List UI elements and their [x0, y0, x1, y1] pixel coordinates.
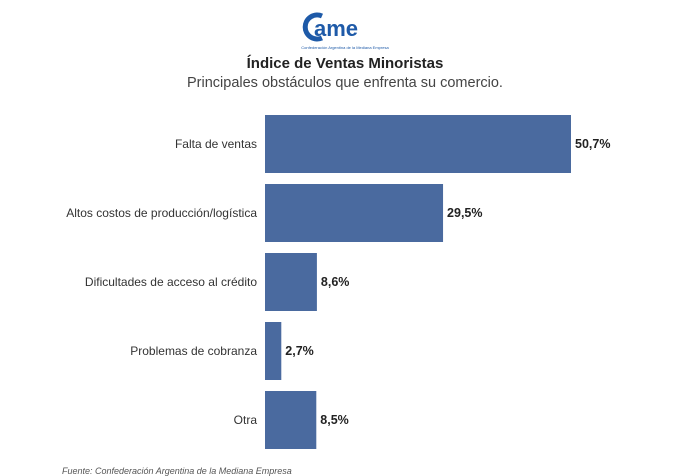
- value-label-dificultades-de-acceso-al-credito: 8,6%: [321, 275, 350, 289]
- category-label-altos-costos-de-produccion-logistica: Altos costos de producción/logística: [66, 206, 257, 220]
- value-label-problemas-de-cobranza: 2,7%: [285, 344, 314, 358]
- bar-dificultades-de-acceso-al-credito: [265, 253, 317, 311]
- category-label-problemas-de-cobranza: Problemas de cobranza: [130, 344, 257, 358]
- category-label-dificultades-de-acceso-al-credito: Dificultades de acceso al crédito: [85, 275, 257, 289]
- bar-otra: [265, 391, 317, 449]
- value-label-falta-de-ventas: 50,7%: [575, 137, 610, 151]
- came-logo-mark: ame: [302, 12, 358, 42]
- chart-title: Índice de Ventas Minoristas: [246, 55, 444, 72]
- category-label-otra: Otra: [234, 413, 258, 427]
- chart-subtitle: Principales obstáculos que enfrenta su c…: [187, 75, 503, 91]
- came-logo: ame Confederación Argentina de la Median…: [0, 12, 690, 54]
- logo-tagline: Confederación Argentina de la Mediana Em…: [301, 45, 389, 50]
- source-note: Fuente: Confederación Argentina de la Me…: [62, 466, 292, 476]
- bar-problemas-de-cobranza: [265, 322, 282, 380]
- bar-falta-de-ventas: [265, 115, 571, 173]
- bar-altos-costos-de-produccion-logistica: [265, 184, 444, 242]
- value-label-altos-costos-de-produccion-logistica: 29,5%: [447, 206, 482, 220]
- logo-wordmark: ame: [314, 16, 358, 41]
- category-label-falta-de-ventas: Falta de ventas: [175, 137, 257, 151]
- value-label-otra: 8,5%: [320, 413, 349, 427]
